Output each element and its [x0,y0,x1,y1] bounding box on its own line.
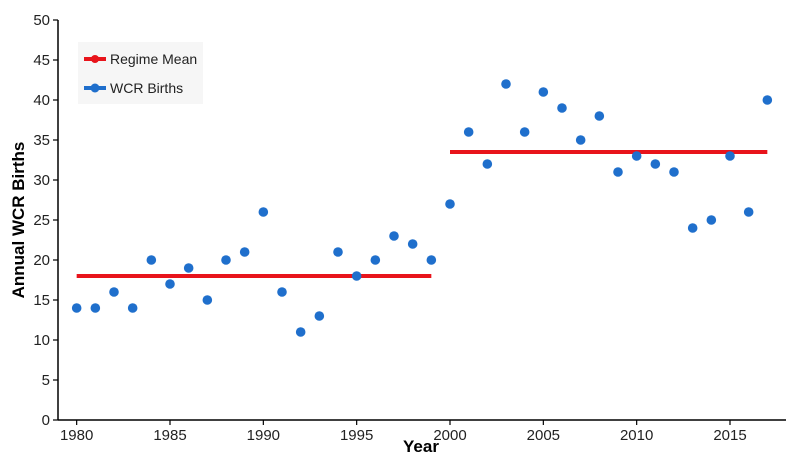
wcr-births-point [426,255,437,265]
wcr-births-point [519,127,530,137]
y-tick-label: 20 [33,252,50,269]
x-tick-label: 2010 [620,427,653,444]
wcr-births-point [202,295,213,305]
legend-box [78,42,203,104]
wcr-births-point [146,255,157,265]
y-tick-label: 10 [33,332,50,349]
wcr-births-point [165,279,175,289]
wcr-births-point [90,303,101,313]
wcr-births-point [613,167,623,177]
wcr-births-point [127,303,138,313]
wcr-births-point [669,167,679,177]
wcr-births-point [725,151,735,161]
wcr-births-point [277,287,287,297]
y-tick-label: 30 [33,172,50,189]
wcr-births-point [370,255,381,265]
y-tick-label: 25 [33,212,50,229]
wcr-births-point [463,127,474,137]
legend: Regime Mean WCR Births [78,42,203,104]
x-axis-title: Year [403,437,439,456]
wcr-births-point [650,159,661,169]
x-tick-label: 1985 [153,427,186,444]
y-tick-label: 50 [33,12,50,29]
wcr-births-point [445,199,455,209]
wcr-births-point [389,231,399,241]
legend-births-marker [90,83,100,93]
x-tick-label: 2005 [527,427,560,444]
y-tick-label: 45 [33,52,50,69]
x-axis: 1980 1985 1990 1995 2000 2005 2010 2015 [60,420,747,444]
regime-mean-lines [76,150,768,278]
wcr-births-point [314,311,325,321]
legend-mean-marker [91,55,99,63]
wcr-births-point [706,215,717,225]
wcr-births-point [239,247,250,257]
wcr-births-point [183,263,194,273]
wcr-births-point [538,87,549,97]
y-tick-label: 35 [33,132,50,149]
wcr-births-point [407,239,418,249]
x-tick-label: 1990 [247,427,280,444]
y-tick-label: 0 [42,412,50,429]
wcr-births-point [687,223,698,233]
y-axis: 0 5 10 15 20 25 30 35 40 45 50 [33,12,58,429]
wcr-births-point [351,271,362,281]
legend-label-wcr-births: WCR Births [110,80,183,96]
x-tick-label: 1995 [340,427,373,444]
y-tick-label: 15 [33,292,50,309]
wcr-births-point [482,159,493,169]
x-tick-label: 2000 [433,427,466,444]
wcr-births-point [333,247,343,257]
wcr-births-point [631,151,642,161]
y-tick-label: 5 [42,372,50,389]
wcr-births-point [762,95,773,105]
wcr-births-point [258,207,269,217]
x-tick-label: 2015 [713,427,746,444]
wcr-births-point [743,207,754,217]
wcr-births-point [221,255,231,265]
wcr-births-point [557,103,567,113]
y-axis-title: Annual WCR Births [9,142,28,299]
wcr-births-point [575,135,586,145]
wcr-births-points [71,79,773,337]
x-tick-label: 1980 [60,427,93,444]
y-tick-label: 40 [33,92,50,109]
wcr-births-point [501,79,511,89]
wcr-births-point [594,111,605,121]
legend-label-regime-mean: Regime Mean [110,51,197,67]
wcr-births-point [295,327,306,337]
wcr-births-point [71,303,82,313]
wcr-births-point [109,287,119,297]
